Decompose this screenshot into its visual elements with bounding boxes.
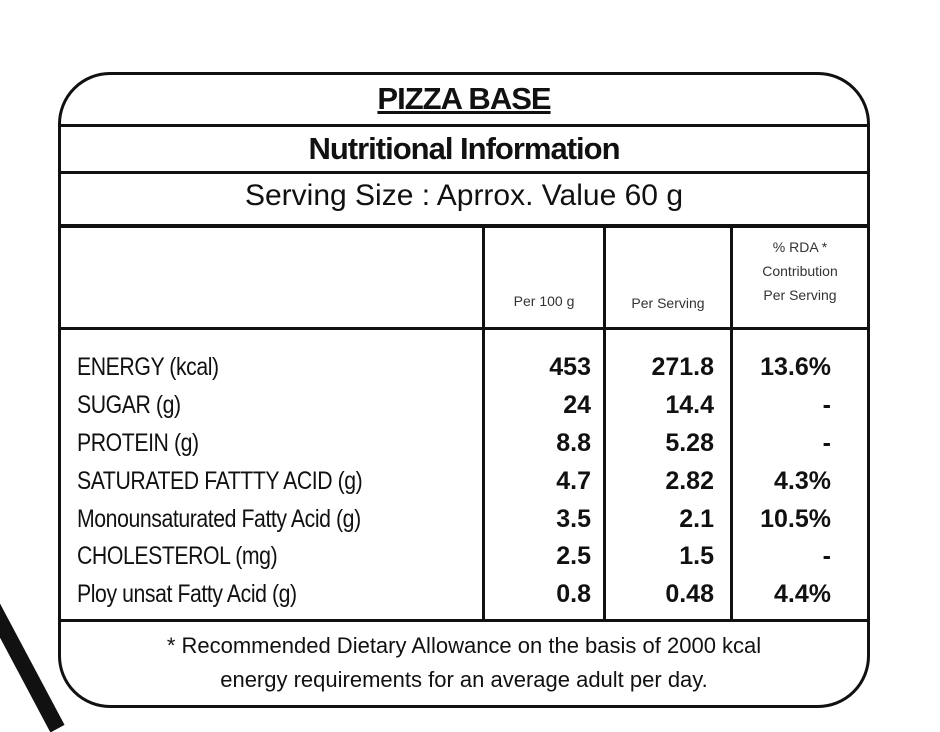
- nutrient-name: CHOLESTEROL (mg): [77, 542, 278, 570]
- rda-line: Per Serving: [763, 287, 837, 303]
- per-serving-value: 271.8: [651, 353, 714, 381]
- col-header-rda: % RDA * Contribution Per Serving: [733, 235, 867, 307]
- per-serving-value: 1.5: [679, 542, 714, 570]
- rda-value: -: [822, 542, 831, 570]
- per100-value: 24: [563, 391, 591, 419]
- label-heading: Nutritional Information: [308, 131, 620, 166]
- per100-value: 453: [549, 353, 591, 381]
- diagonal-stroke: [0, 592, 65, 732]
- per-serving-value: 5.28: [665, 429, 714, 457]
- rda-value: 4.4%: [774, 580, 831, 608]
- serving-size: Serving Size : Aprrox. Value 60 g: [244, 179, 684, 212]
- per-serving-value: 2.1: [679, 505, 714, 533]
- divider: [61, 124, 867, 127]
- rda-value: -: [822, 391, 831, 419]
- divider: [61, 171, 867, 174]
- per100-value: 8.8: [556, 429, 591, 457]
- rda-value: 4.3%: [774, 467, 831, 495]
- per-serving-value: 2.82: [665, 467, 714, 495]
- col-header-per100: Per 100 g: [513, 293, 575, 309]
- nutrient-name: Monounsaturated Fatty Acid (g): [77, 505, 361, 533]
- rda-line: Contribution: [762, 263, 838, 279]
- footnote: energy requirements for an average adult…: [220, 667, 708, 692]
- per100-value: 4.7: [556, 467, 591, 495]
- rda-line: % RDA *: [772, 239, 828, 255]
- rda-value: 10.5%: [760, 505, 831, 533]
- column-divider: [482, 227, 485, 619]
- divider: [61, 619, 867, 622]
- divider: [61, 327, 867, 330]
- rda-value: 13.6%: [760, 353, 831, 381]
- per100-value: 0.8: [556, 580, 591, 608]
- product-title: PIZZA BASE: [377, 81, 551, 116]
- nutrient-name: Ploy unsat Fatty Acid (g): [77, 580, 297, 608]
- nutrient-name: PROTEIN (g): [77, 429, 199, 457]
- divider: [61, 224, 867, 228]
- nutrition-label: PIZZA BASE Nutritional Information Servi…: [58, 72, 870, 708]
- footnote: * Recommended Dietary Allowance on the b…: [166, 633, 762, 658]
- nutrient-name: ENERGY (kcal): [77, 353, 219, 381]
- col-header-per-serving: Per Serving: [631, 295, 705, 311]
- rda-value: -: [822, 429, 831, 457]
- per-serving-value: 0.48: [665, 580, 714, 608]
- per-serving-value: 14.4: [665, 391, 714, 419]
- column-divider: [603, 227, 606, 619]
- column-divider: [730, 227, 733, 619]
- per100-value: 2.5: [556, 542, 591, 570]
- nutrient-name: SATURATED FATTTY ACID (g): [77, 467, 363, 495]
- nutrient-name: SUGAR (g): [77, 391, 181, 419]
- per100-value: 3.5: [556, 505, 591, 533]
